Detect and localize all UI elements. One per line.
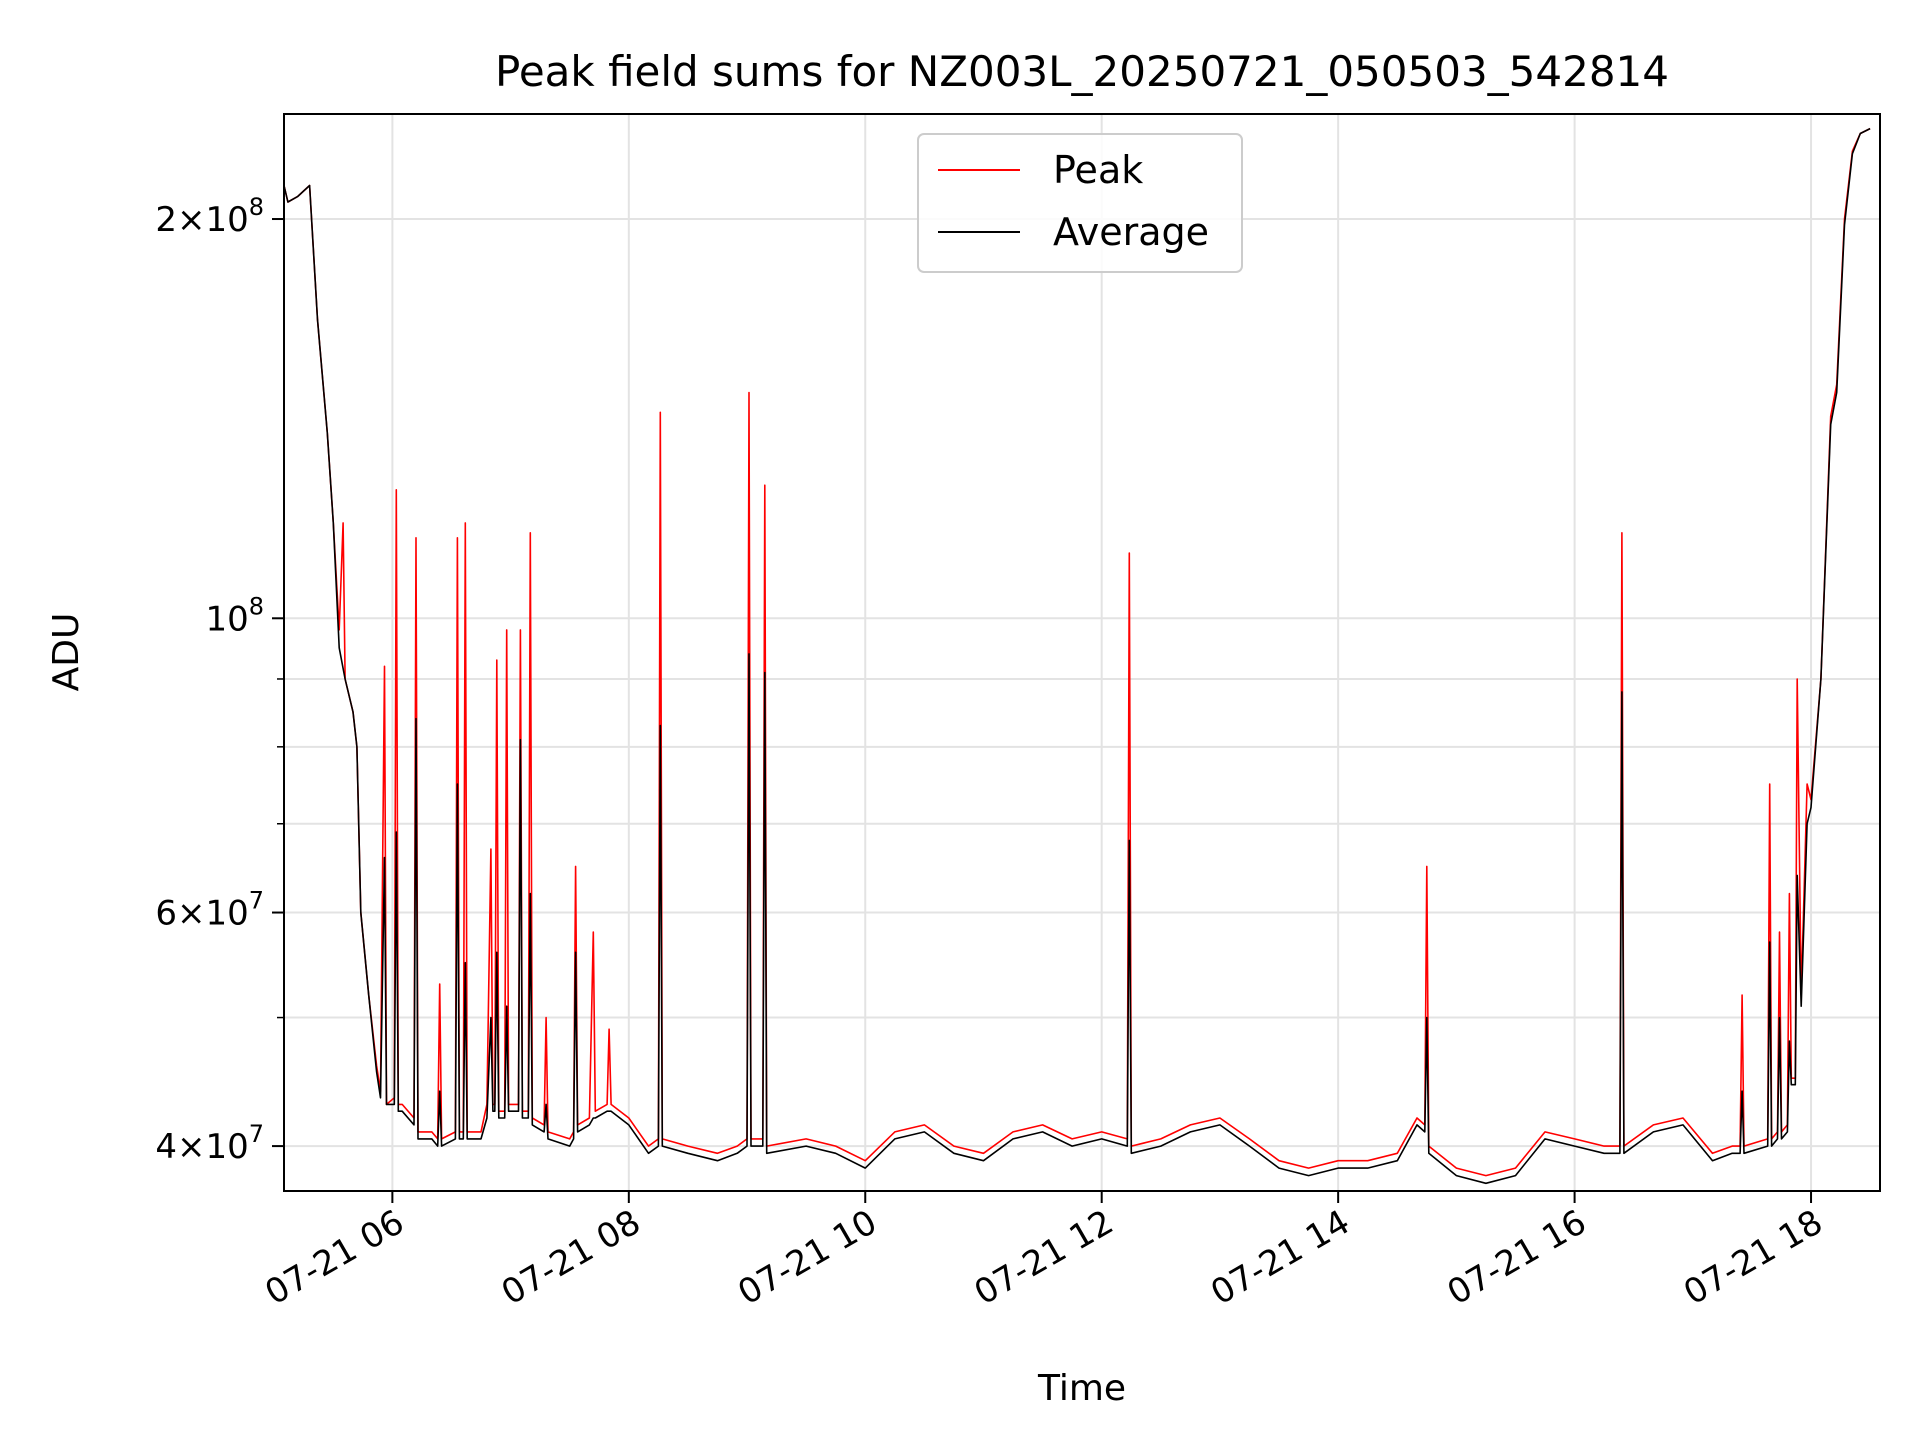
y-tick-label: 2×108 bbox=[155, 193, 264, 240]
legend-label-peak: Peak bbox=[1053, 148, 1143, 192]
legend-label-average: Average bbox=[1053, 210, 1209, 254]
series-layer bbox=[283, 127, 1871, 1185]
y-tick-label: 108 bbox=[205, 592, 264, 639]
plot-frame bbox=[283, 113, 1881, 1192]
chart-title: Peak field sums for NZ003L_20250721_0505… bbox=[495, 47, 1669, 96]
y-tick-label: 4×107 bbox=[155, 1120, 264, 1167]
y-tick-label: 6×107 bbox=[155, 887, 264, 934]
y-axis-label: ADU bbox=[46, 613, 87, 692]
series-line-average bbox=[283, 127, 1871, 1185]
legend: Peak Average bbox=[917, 133, 1243, 273]
x-axis-label: Time bbox=[1037, 1368, 1126, 1409]
legend-box bbox=[917, 133, 1243, 273]
